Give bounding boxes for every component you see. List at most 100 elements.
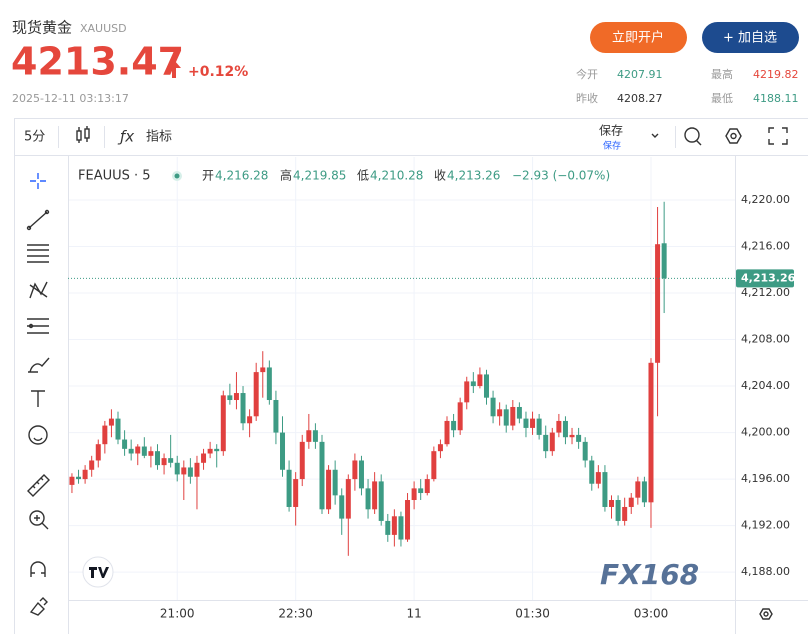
candle-body xyxy=(339,495,345,519)
legend-value: 4,216.28 xyxy=(215,169,268,183)
button-label[interactable]: 立即开户 xyxy=(612,30,664,46)
candle-body xyxy=(201,453,207,463)
candle-body xyxy=(122,439,128,449)
x-tick-label: 21:00 xyxy=(160,607,195,621)
grid xyxy=(68,157,735,600)
indicators[interactable]: 指标 xyxy=(146,130,172,145)
last-price-box xyxy=(736,269,794,288)
candle-body xyxy=(464,381,470,403)
legend-value: 4,213.26 xyxy=(447,169,500,183)
candle-icon[interactable] xyxy=(76,126,90,143)
timestamp: 2025-12-11 03:13:17 xyxy=(12,92,129,105)
legend-key: 高 xyxy=(280,168,292,183)
candle-body xyxy=(556,420,562,433)
candle-body xyxy=(622,506,628,521)
candle-body xyxy=(562,420,568,438)
candle-body xyxy=(76,476,82,480)
fx-icon[interactable]: ƒx xyxy=(117,128,134,146)
watchlist-button[interactable] xyxy=(702,22,799,53)
candle-body xyxy=(108,418,114,426)
alert-icon[interactable] xyxy=(684,127,702,146)
candle-body xyxy=(286,469,292,507)
interval[interactable]: 5分 xyxy=(24,130,45,145)
candle-body xyxy=(89,460,95,470)
candle-body xyxy=(187,467,193,477)
candle-body xyxy=(207,448,213,454)
candle-body xyxy=(227,395,233,401)
candle-body xyxy=(391,516,397,535)
candle-body xyxy=(543,434,549,452)
candle-body xyxy=(293,479,299,507)
fullscreen-icon[interactable] xyxy=(768,127,788,145)
candle-body xyxy=(648,362,654,503)
chart-frame xyxy=(14,118,808,634)
legend-key: 开 xyxy=(202,169,214,183)
legend-change: −2.93 (−0.07%) xyxy=(512,169,610,183)
candle-body xyxy=(595,472,601,484)
candle-body xyxy=(135,446,141,454)
candle-body xyxy=(352,460,358,480)
candle-body xyxy=(576,434,582,442)
candle-body xyxy=(661,243,667,279)
candle-body xyxy=(266,367,272,401)
candle-body xyxy=(470,381,476,387)
candle-body xyxy=(141,446,147,456)
stat-value: 4188.11 xyxy=(753,92,799,105)
candle-body xyxy=(483,374,489,398)
candle-body xyxy=(372,481,378,510)
candle-body xyxy=(418,488,424,494)
candle-body xyxy=(609,500,615,507)
y-tick-label: 4,196.00 xyxy=(741,472,790,485)
candle-body xyxy=(69,476,75,485)
tv-logo[interactable] xyxy=(82,556,114,588)
legend-key: 低 xyxy=(357,169,369,183)
candle-body xyxy=(431,451,437,480)
x-tick-label: 01:30 xyxy=(515,607,550,621)
candle-body xyxy=(181,467,187,475)
candle-body xyxy=(615,500,621,521)
candle-body xyxy=(273,400,279,433)
candle-body xyxy=(306,430,312,442)
candle-body xyxy=(398,516,404,540)
candle-body xyxy=(115,418,121,440)
candle-body xyxy=(299,441,305,480)
candle-body xyxy=(194,462,200,477)
candle-body xyxy=(312,430,318,442)
drawing-tools[interactable] xyxy=(26,173,50,616)
last-price-label: 4,213.26 xyxy=(741,271,796,284)
y-tick-label: 4,220.00 xyxy=(741,193,790,206)
y-tick-label: 4,200.00 xyxy=(741,426,790,439)
save[interactable]: 保存 xyxy=(599,124,623,138)
save-sub[interactable]: 保存 xyxy=(603,140,621,152)
candle-body xyxy=(174,462,180,475)
settings-icon[interactable] xyxy=(725,128,742,144)
legend-value: 4,210.28 xyxy=(370,169,423,183)
candle-body xyxy=(247,416,253,424)
candle-body xyxy=(530,418,536,428)
change: +0.12% xyxy=(188,64,248,80)
price: 4213.47 xyxy=(11,40,184,84)
candle-body xyxy=(332,469,338,496)
y-tick-label: 4,216.00 xyxy=(741,240,790,253)
candle-body xyxy=(405,500,411,540)
candle-body xyxy=(437,444,443,452)
candle-body xyxy=(148,451,154,456)
candle-body xyxy=(510,406,516,426)
chevron[interactable] xyxy=(651,133,659,138)
open-account-button[interactable] xyxy=(590,22,687,53)
candle-body xyxy=(365,488,371,510)
axis-settings[interactable] xyxy=(759,608,773,620)
button-label[interactable]: + 加自选 xyxy=(723,31,777,46)
candle-body xyxy=(602,472,608,507)
x-tick-label: 11 xyxy=(406,607,421,621)
candle-body xyxy=(154,451,160,466)
up-arrow xyxy=(167,60,181,78)
candle-body xyxy=(457,402,463,431)
candle-body xyxy=(503,409,509,426)
stat-label: 最高 xyxy=(711,67,733,81)
candle-body xyxy=(161,458,167,466)
candle-body xyxy=(168,458,174,463)
y-tick-label: 4,192.00 xyxy=(741,519,790,532)
candle-body xyxy=(497,409,503,417)
candle-body xyxy=(523,418,529,428)
